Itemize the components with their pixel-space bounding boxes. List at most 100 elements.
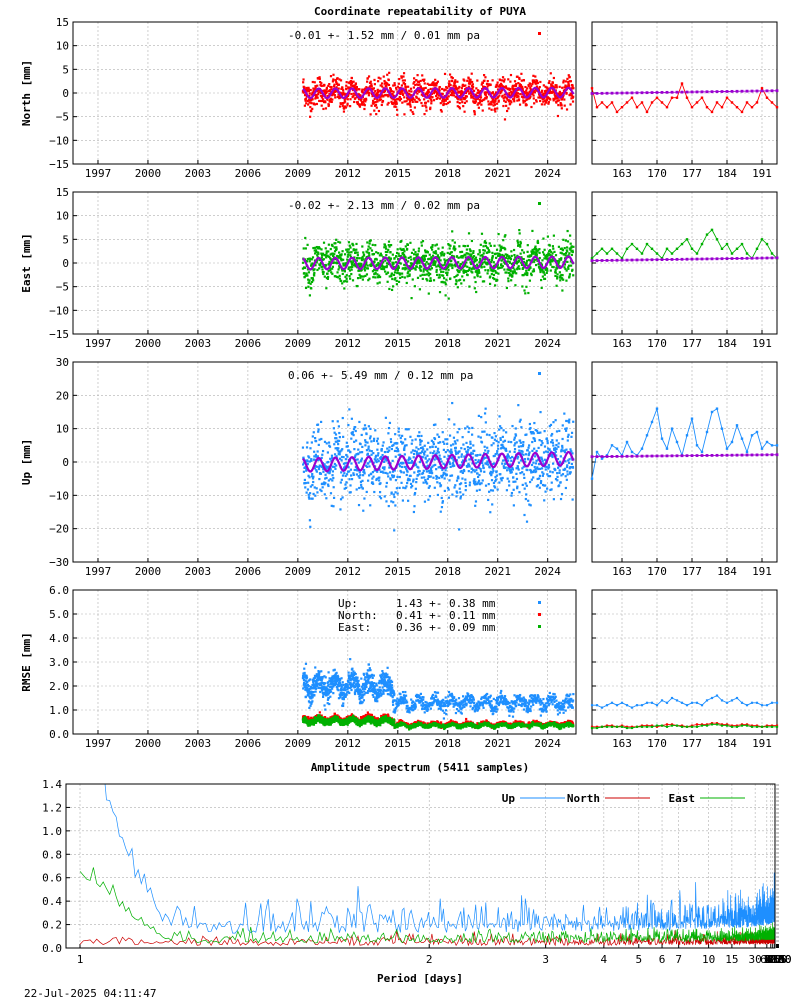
north-inset-series-point — [670, 96, 674, 99]
up-inset-series-point — [625, 440, 629, 444]
east-data-point — [466, 265, 469, 268]
north-data-point — [417, 80, 421, 84]
up-data-point — [425, 470, 428, 473]
up-data-point — [503, 459, 506, 462]
east-data-point — [414, 261, 417, 264]
up-data-point — [461, 477, 464, 480]
up-data-point — [475, 462, 478, 465]
up-data-point — [441, 468, 444, 472]
up-data-point — [507, 440, 510, 443]
north-data-point — [454, 95, 457, 98]
east-data-point — [540, 278, 543, 282]
north-data-point — [523, 100, 527, 103]
up-data-point — [513, 436, 516, 439]
east-data-point — [474, 256, 478, 259]
north-data-point — [423, 98, 426, 101]
up-data-point — [324, 465, 327, 468]
east-data-point — [393, 257, 396, 260]
up-data-point — [437, 451, 440, 454]
rmse-data-point — [303, 686, 306, 689]
up-data-point — [499, 437, 502, 440]
north-data-point — [558, 85, 561, 88]
north-data-point — [346, 94, 350, 98]
east-data-point — [316, 268, 319, 272]
up-data-point — [366, 465, 369, 468]
north-data-point — [370, 83, 373, 86]
north-data-point — [523, 90, 526, 94]
up-data-point — [422, 448, 425, 451]
rmse-data-point — [326, 681, 330, 684]
up-data-point — [463, 469, 466, 473]
east-data-point — [559, 251, 562, 254]
up-inset-series-point — [730, 440, 734, 444]
up-data-point — [461, 436, 464, 439]
north-data-point — [467, 85, 470, 88]
east-data-point — [379, 259, 382, 263]
north-data-point — [484, 97, 487, 100]
east-data-point — [412, 248, 415, 251]
up-data-point — [385, 500, 388, 503]
north-data-point — [479, 96, 483, 99]
north-data-point — [535, 85, 538, 88]
east-data-point — [522, 266, 525, 269]
north-data-point — [462, 84, 466, 88]
east-data-point — [510, 273, 513, 276]
east-data-point — [508, 274, 511, 277]
up-data-point — [359, 451, 362, 454]
north-data-point — [375, 95, 379, 98]
up-data-point — [447, 454, 450, 457]
east-data-point — [464, 253, 467, 256]
north-data-point — [309, 88, 312, 92]
north-data-point — [504, 100, 507, 104]
north-data-point — [452, 84, 455, 87]
up-data-point — [398, 434, 401, 437]
north-data-point — [403, 113, 406, 116]
east-data-point — [444, 281, 447, 284]
north-data-point — [392, 94, 395, 97]
north-data-point — [397, 82, 400, 85]
up-inset-model-point — [635, 454, 639, 458]
up-data-point — [394, 491, 397, 494]
rmse-data-point — [307, 694, 310, 697]
east-data-point — [465, 252, 468, 255]
north-data-point — [464, 95, 467, 98]
up-data-point — [379, 457, 382, 461]
up-data-point — [332, 476, 335, 480]
north-data-point — [535, 79, 539, 83]
north-data-point — [377, 90, 380, 93]
up-data-point — [384, 416, 387, 419]
north-data-point — [303, 104, 306, 107]
up-data-point — [536, 484, 540, 487]
east-data-point — [351, 265, 354, 269]
north-data-point — [524, 92, 527, 95]
rmse-data-point — [313, 694, 316, 697]
up-data-point — [441, 500, 445, 503]
up-data-point — [388, 446, 391, 449]
east-annotation-marker — [538, 202, 541, 205]
north-data-point — [565, 108, 569, 111]
rmse-data-point — [326, 692, 329, 695]
north-data-point — [357, 93, 360, 96]
east-data-point — [469, 261, 472, 264]
east-data-point — [430, 267, 433, 270]
north-data-point — [514, 84, 518, 88]
east-data-point — [491, 254, 494, 258]
north-data-point — [335, 80, 338, 84]
up-data-point — [377, 442, 380, 445]
up-data-point — [546, 447, 550, 450]
up-data-point — [349, 491, 352, 494]
up-data-point — [437, 466, 440, 469]
up-data-point — [328, 445, 332, 448]
up-data-point — [567, 461, 571, 464]
up-data-point — [503, 447, 506, 450]
east-data-point — [390, 288, 394, 292]
north-data-point — [456, 105, 459, 108]
north-data-point — [517, 98, 521, 101]
east-data-point — [456, 268, 459, 272]
east-data-point — [384, 245, 387, 248]
east-data-point — [396, 271, 399, 274]
rmse-data-point — [310, 697, 313, 700]
up-data-point — [541, 460, 544, 463]
up-data-point — [385, 485, 388, 488]
east-data-point — [529, 259, 532, 262]
